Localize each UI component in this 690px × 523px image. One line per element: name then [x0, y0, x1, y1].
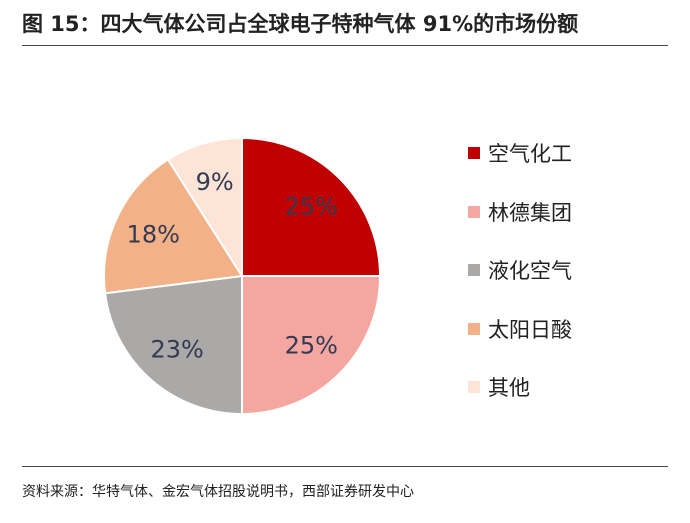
- pie-slice-1: [241, 136, 382, 277]
- slice-data-label: 18%: [127, 220, 180, 248]
- legend-label: 林德集团: [488, 200, 572, 225]
- pie-slice-2: [241, 275, 382, 416]
- legend-label: 太阳日酸: [488, 317, 572, 342]
- legend-label: 液化空气: [488, 259, 572, 284]
- slice-data-label: 25%: [285, 193, 338, 221]
- top-divider: [22, 45, 668, 46]
- legend-label: 空气化工: [488, 142, 572, 167]
- legend-swatch: [468, 381, 480, 394]
- legend-item: 太阳日酸: [468, 300, 572, 359]
- legend-item: 其他: [468, 358, 572, 417]
- pie-slice-3: [103, 274, 243, 416]
- legend-item: 空气化工: [468, 124, 572, 183]
- chart-title: 图 15：四大气体公司占全球电子特种气体 91%的市场份额: [22, 12, 579, 36]
- legend-swatch: [468, 205, 480, 218]
- bottom-divider: [22, 466, 668, 467]
- slice-data-label: 23%: [151, 336, 204, 364]
- legend-label: 其他: [488, 376, 530, 401]
- pie-slice-5: [166, 136, 243, 280]
- chart-legend: 空气化工林德集团液化空气太阳日酸其他: [468, 124, 572, 417]
- legend-item: 林德集团: [468, 183, 572, 242]
- legend-swatch: [468, 264, 480, 277]
- source-note: 资料来源：华特气体、金宏气体招股说明书，西部证券研发中心: [22, 484, 414, 500]
- legend-item: 液化空气: [468, 241, 572, 300]
- legend-swatch: [468, 147, 480, 160]
- slice-data-label: 9%: [196, 168, 234, 196]
- legend-swatch: [468, 322, 480, 335]
- slice-data-label: 25%: [285, 331, 338, 359]
- pie-slice-4: [103, 158, 244, 295]
